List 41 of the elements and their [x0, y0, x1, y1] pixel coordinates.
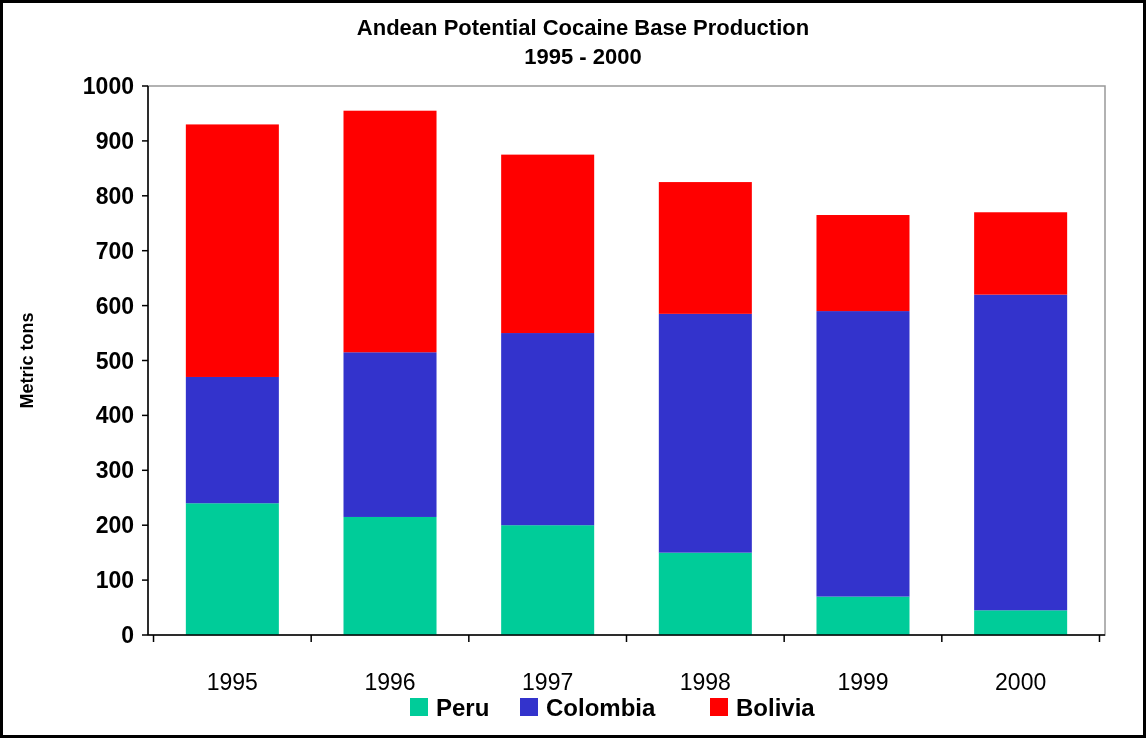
- y-tick-label: 100: [95, 567, 134, 594]
- bar: [658, 182, 752, 314]
- legend-label: Colombia: [546, 694, 656, 721]
- legend-label: Peru: [436, 694, 490, 721]
- y-tick-label: 700: [95, 237, 134, 264]
- bar: [343, 516, 437, 635]
- bar: [501, 333, 595, 526]
- x-tick-label: 2000: [995, 669, 1047, 695]
- y-tick-label: 500: [95, 347, 134, 374]
- y-axis-title: Metric tons: [17, 312, 37, 409]
- y-tick-label: 300: [95, 457, 134, 484]
- y-tick-label: 900: [95, 127, 134, 154]
- bar: [974, 610, 1068, 635]
- bar: [658, 552, 752, 635]
- y-tick-label: 1000: [82, 73, 134, 100]
- chart-title: Andean Potential Cocaine Base Production: [356, 15, 810, 40]
- y-tick-label: 800: [95, 182, 134, 209]
- chart-subtitle: 1995 - 2000: [524, 44, 642, 69]
- x-tick-label: 1998: [679, 669, 731, 695]
- x-tick-label: 1999: [837, 669, 889, 695]
- x-tick-label: 1997: [522, 669, 574, 695]
- bar: [658, 313, 752, 553]
- y-tick-label: 600: [95, 292, 134, 319]
- y-tick-label: 200: [95, 512, 134, 539]
- bar: [343, 352, 437, 517]
- bar: [343, 110, 437, 353]
- y-tick-label: 0: [121, 622, 134, 649]
- bar: [974, 294, 1068, 611]
- y-tick-label: 400: [95, 402, 134, 429]
- legend-label: Bolivia: [736, 694, 816, 721]
- bar: [816, 596, 910, 635]
- bar: [816, 215, 910, 312]
- bar: [501, 154, 595, 334]
- bar: [501, 525, 595, 635]
- x-tick-label: 1996: [364, 669, 416, 695]
- bar: [974, 212, 1068, 295]
- x-tick-label: 1995: [206, 669, 258, 695]
- bar: [185, 376, 279, 504]
- bar: [185, 503, 279, 635]
- bar: [816, 311, 910, 597]
- bar: [185, 124, 279, 377]
